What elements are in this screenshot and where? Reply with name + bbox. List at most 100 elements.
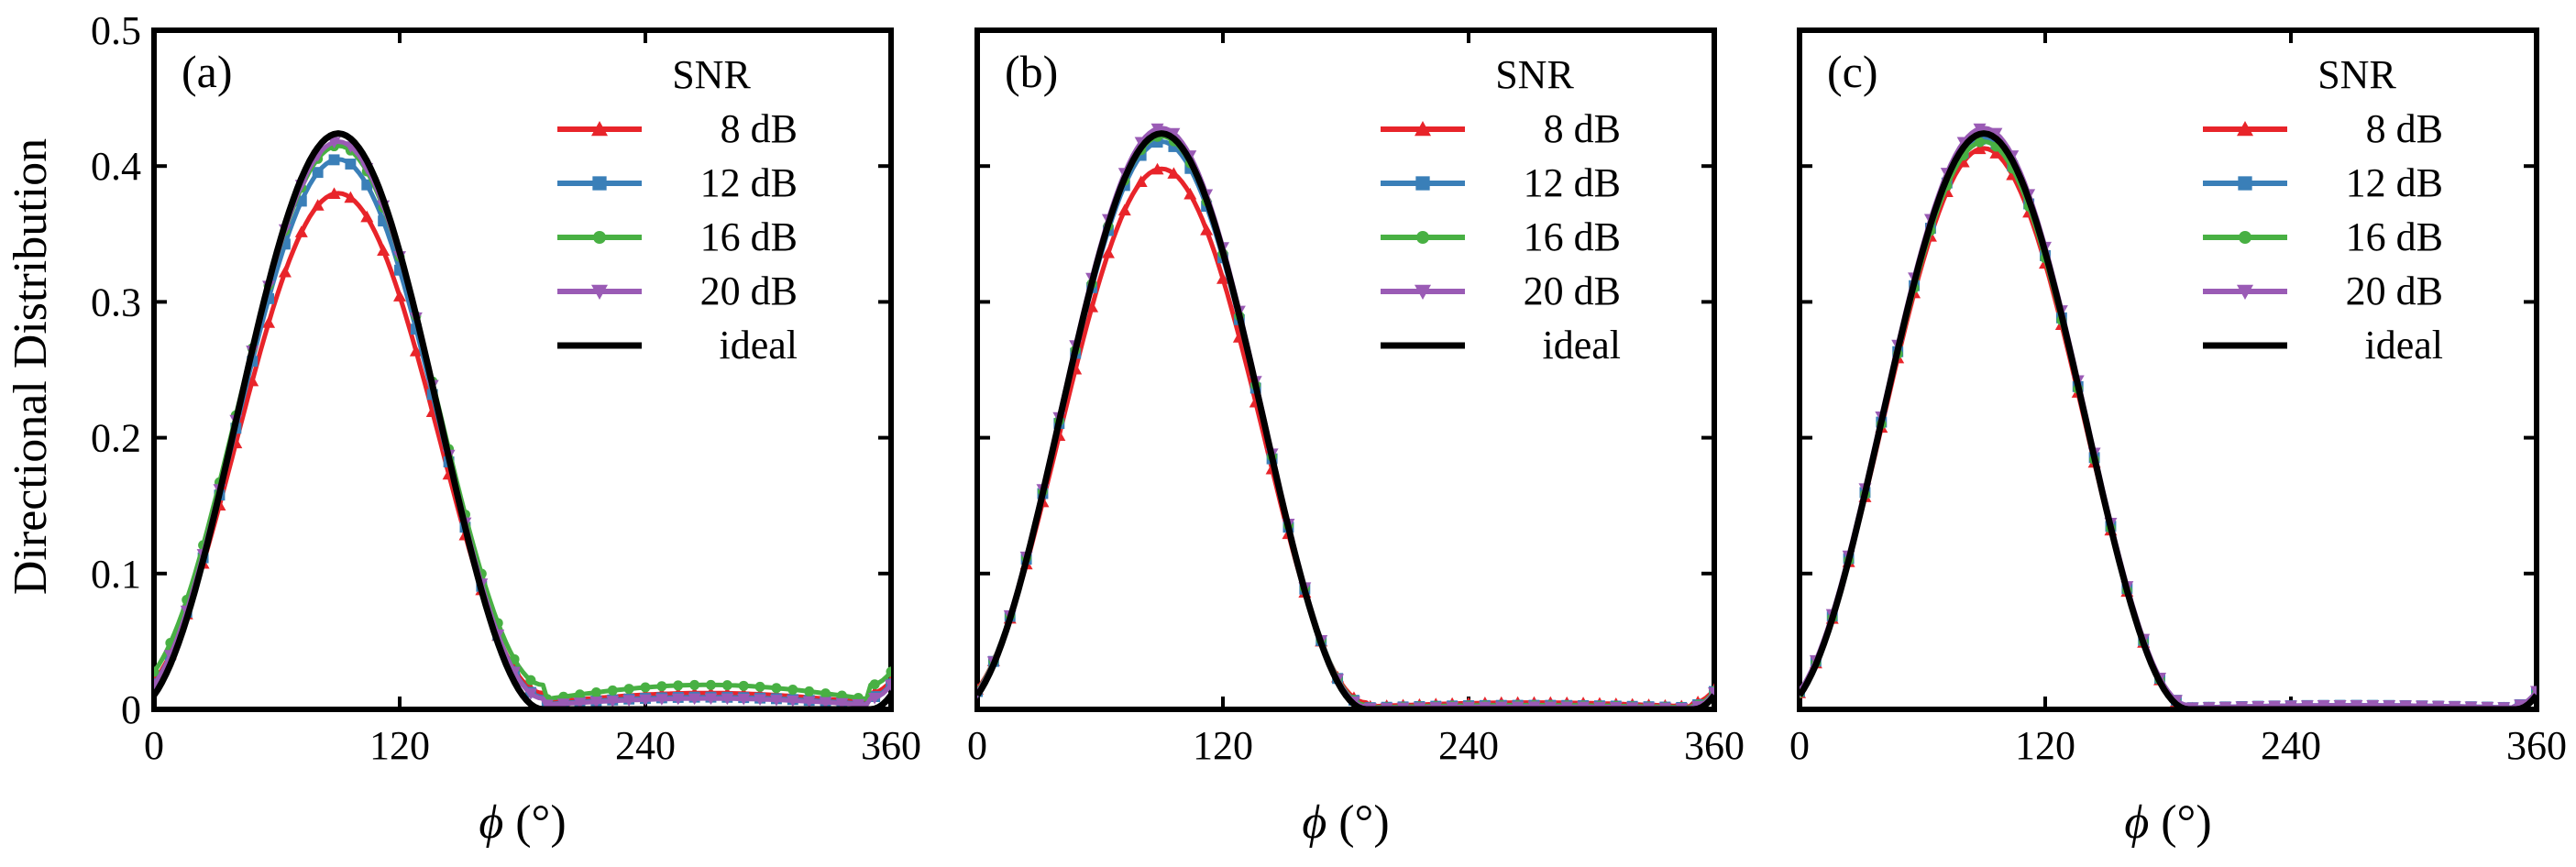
series-marker [819, 697, 832, 709]
series-marker [655, 694, 668, 706]
panel-label: (c) [1827, 46, 1878, 97]
series-marker [656, 681, 667, 692]
legend-label: ideal [1542, 323, 1621, 368]
plot-frame [974, 27, 1717, 712]
x-tick-label: 120 [2015, 723, 2075, 768]
series-marker [2530, 686, 2537, 698]
series-marker [771, 683, 782, 694]
x-tick-label: 240 [2261, 723, 2321, 768]
series-marker [802, 696, 816, 708]
series-marker [2431, 700, 2445, 709]
series-marker [1101, 247, 1115, 258]
legend-swatch-marker [593, 231, 606, 244]
series-marker [1975, 137, 1986, 148]
series-line-ideal [1800, 130, 2537, 709]
series-marker [1167, 127, 1181, 140]
legend-label: 16 dB [700, 214, 798, 259]
series-marker [623, 684, 634, 695]
series-marker [360, 210, 374, 223]
series-marker [523, 688, 537, 700]
legend-label: 20 dB [2346, 269, 2443, 313]
x-tick-label: 0 [1789, 723, 1810, 768]
series-marker [1117, 203, 1131, 216]
series-marker [1167, 167, 1181, 179]
series-marker [689, 679, 700, 690]
legend-label: 12 dB [700, 160, 798, 205]
series-marker [1134, 175, 1148, 188]
series-marker [409, 345, 423, 357]
series-group [1800, 123, 2537, 709]
series-marker [1527, 701, 1541, 709]
series-marker [886, 666, 891, 677]
series-marker [754, 681, 765, 692]
legend-title: SNR [2317, 52, 2396, 97]
series-marker [573, 697, 587, 709]
series-marker [2415, 700, 2428, 709]
legend-swatch-marker [1415, 284, 1431, 300]
series-marker [704, 693, 718, 706]
legend-label: 8 dB [2356, 106, 2443, 151]
series-marker [2251, 700, 2265, 709]
series-marker [2464, 701, 2478, 709]
series-marker [361, 179, 373, 191]
x-axis-symbol: ϕ [1302, 796, 1327, 849]
series-marker [344, 191, 358, 203]
x-tick-label: 360 [1684, 723, 1745, 768]
series-marker [868, 692, 882, 705]
series-marker [1511, 701, 1525, 709]
series-marker [1544, 701, 1558, 709]
x-tick-label: 120 [1193, 723, 1253, 768]
series-marker [754, 694, 767, 707]
y-axis-title: Directional Distribution [5, 138, 57, 595]
legend-swatch-marker [592, 176, 607, 191]
series-marker [2317, 700, 2330, 709]
series-marker [688, 693, 701, 706]
panel-2: 0 120 240 360 ϕ (°) (b) SNR 8 dB 12 dB 16 dB 20 d… [967, 27, 1745, 849]
series-marker [1150, 162, 1164, 175]
series-marker [154, 666, 160, 677]
series-marker [589, 697, 603, 708]
series-marker [673, 680, 684, 691]
series-marker [575, 689, 586, 700]
series-line-ideal [977, 130, 1714, 709]
series-line-ideal [154, 130, 891, 709]
legend-swatch-marker [591, 121, 608, 137]
panel-label: (a) [182, 46, 233, 97]
x-axis-unit: (°) [1327, 796, 1389, 849]
series-marker [525, 675, 536, 686]
series-marker [885, 679, 891, 692]
x-tick-label: 240 [615, 723, 676, 768]
series-marker [540, 699, 554, 709]
panels-group: 0 120 240 360 0 0.1 0.2 0.3 0.4 0.5 ϕ (°) (a) SNR 8 … [91, 8, 2567, 849]
y-tick-label: 0.5 [91, 8, 141, 53]
series-marker [640, 682, 651, 693]
series-marker [820, 688, 831, 699]
series-marker [2235, 701, 2249, 709]
series-marker [312, 167, 324, 179]
legend-swatch-marker [2237, 284, 2253, 300]
series-marker [787, 684, 798, 695]
legend-label: ideal [2364, 323, 2443, 368]
legend: SNR 8 dB 12 dB 16 dB 20 dB ideal [1381, 52, 1621, 368]
series-marker [294, 225, 308, 237]
x-axis-unit: (°) [503, 796, 566, 849]
legend-swatch-marker [2239, 231, 2251, 244]
legend-label: 16 dB [1524, 214, 1621, 259]
panel-3: 0 120 240 360 ϕ (°) (c) SNR 8 dB 12 dB 16 dB 20 d… [1789, 27, 2567, 849]
legend-label: 20 dB [700, 269, 798, 313]
series-marker [262, 316, 276, 328]
series-marker [622, 695, 636, 708]
series-marker [377, 244, 391, 257]
series-marker [345, 159, 357, 170]
x-axis-unit: (°) [2149, 796, 2211, 849]
legend-swatch-marker [1416, 231, 1429, 244]
series-group [154, 130, 891, 709]
x-tick-label: 360 [2506, 723, 2567, 768]
series-marker [509, 653, 520, 664]
series-marker [2366, 700, 2380, 709]
series-marker [278, 265, 292, 278]
series-marker [590, 687, 601, 698]
legend-swatch-marker [2238, 176, 2252, 191]
x-axis-title: ϕ (°) [1302, 796, 1389, 849]
series-marker [1085, 301, 1099, 313]
